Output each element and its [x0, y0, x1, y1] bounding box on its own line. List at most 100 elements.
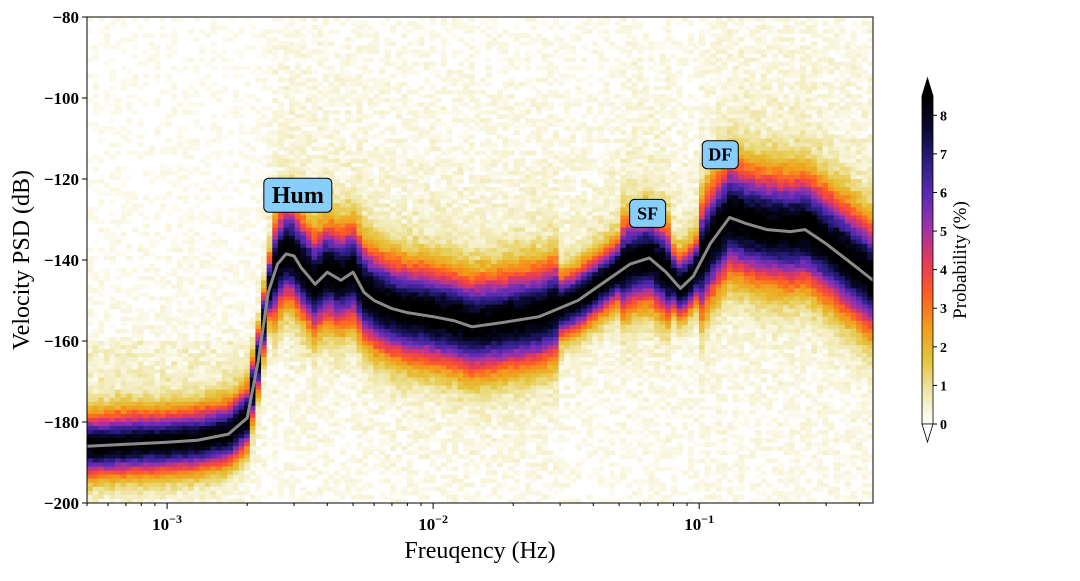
density-cell — [250, 126, 256, 131]
density-cell — [239, 155, 245, 160]
density-cell — [351, 86, 357, 91]
density-cell — [272, 341, 278, 346]
density-cell — [362, 438, 368, 443]
density-cell — [143, 151, 149, 156]
density-cell — [255, 305, 261, 310]
density-cell — [284, 446, 290, 451]
density-cell — [211, 386, 217, 391]
density-cell — [93, 53, 99, 58]
density-cell — [233, 410, 239, 415]
density-cell — [93, 110, 99, 115]
density-cell — [345, 280, 351, 285]
density-cell — [194, 102, 200, 107]
density-cell — [407, 232, 413, 237]
density-cell — [233, 442, 239, 447]
density-cell — [379, 252, 385, 257]
density-cell — [356, 426, 362, 431]
density-cell — [429, 345, 435, 350]
density-cell — [211, 211, 217, 216]
density-cell — [345, 475, 351, 480]
density-cell — [312, 442, 318, 447]
density-cell — [126, 211, 132, 216]
density-cell — [418, 406, 424, 411]
density-cell — [138, 434, 144, 439]
density-cell — [93, 58, 99, 63]
density-cell — [98, 17, 104, 22]
density-cell — [306, 130, 312, 135]
density-cell — [317, 491, 323, 496]
density-cell — [109, 94, 115, 99]
density-cell — [278, 110, 284, 115]
density-cell — [379, 365, 385, 370]
density-cell — [177, 130, 183, 135]
density-cell — [250, 155, 256, 160]
density-cell — [182, 491, 188, 496]
density-cell — [368, 240, 374, 245]
density-cell — [312, 256, 318, 261]
density-cell — [356, 418, 362, 423]
density-cell — [154, 446, 160, 451]
density-cell — [345, 78, 351, 83]
density-cell — [177, 341, 183, 346]
density-cell — [413, 426, 419, 431]
density-cell — [194, 70, 200, 75]
density-cell — [205, 301, 211, 306]
density-cell — [278, 102, 284, 107]
density-cell — [93, 398, 99, 403]
density-cell — [132, 195, 138, 200]
density-cell — [149, 33, 155, 38]
density-cell — [115, 252, 121, 257]
density-cell — [255, 406, 261, 411]
density-cell — [300, 341, 306, 346]
density-cell — [401, 382, 407, 387]
density-cell — [340, 418, 346, 423]
density-cell — [340, 296, 346, 301]
density-cell — [132, 353, 138, 358]
density-cell — [323, 155, 329, 160]
density-cell — [429, 276, 435, 281]
density-cell — [284, 434, 290, 439]
density-cell — [199, 450, 205, 455]
density-cell — [373, 305, 379, 310]
density-cell — [385, 284, 391, 289]
density-cell — [323, 94, 329, 99]
density-cell — [390, 463, 396, 468]
density-cell — [413, 446, 419, 451]
density-cell — [87, 458, 93, 463]
density-cell — [356, 305, 362, 310]
density-cell — [340, 45, 346, 50]
density-cell — [373, 195, 379, 200]
density-cell — [98, 454, 104, 459]
density-cell — [171, 406, 177, 411]
density-cell — [424, 264, 430, 269]
density-cell — [115, 284, 121, 289]
density-cell — [188, 483, 194, 488]
density-cell — [216, 345, 222, 350]
density-cell — [93, 479, 99, 484]
density-cell — [278, 272, 284, 277]
density-cell — [362, 114, 368, 119]
density-cell — [115, 349, 121, 354]
density-cell — [87, 268, 93, 273]
density-cell — [368, 33, 374, 38]
density-cell — [171, 491, 177, 496]
density-cell — [300, 220, 306, 225]
density-cell — [211, 454, 217, 459]
density-cell — [267, 236, 273, 241]
density-cell — [413, 357, 419, 362]
density-cell — [284, 373, 290, 378]
density-cell — [418, 414, 424, 419]
density-cell — [239, 66, 245, 71]
density-cell — [418, 183, 424, 188]
density-cell — [222, 454, 228, 459]
density-cell — [227, 207, 233, 212]
density-cell — [239, 305, 245, 310]
density-cell — [98, 203, 104, 208]
density-cell — [334, 487, 340, 492]
density-cell — [98, 130, 104, 135]
density-cell — [160, 203, 166, 208]
density-cell — [121, 446, 127, 451]
density-cell — [272, 467, 278, 472]
density-cell — [390, 296, 396, 301]
density-cell — [143, 357, 149, 362]
